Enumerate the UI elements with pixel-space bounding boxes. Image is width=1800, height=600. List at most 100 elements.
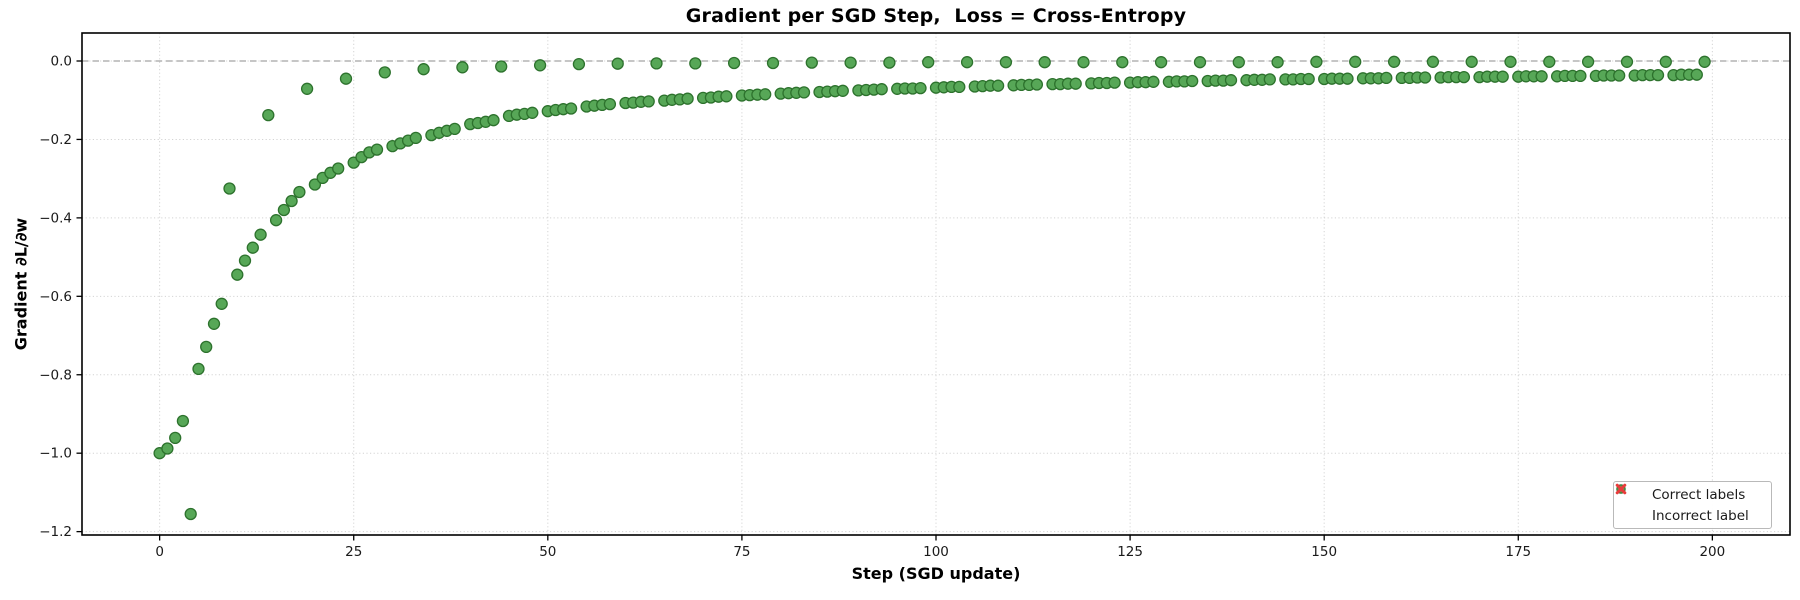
data-point-correct	[231, 268, 244, 281]
data-point-correct	[246, 241, 259, 254]
data-point-correct	[254, 228, 267, 241]
data-point-correct	[184, 507, 197, 521]
data-point-correct	[883, 56, 896, 69]
data-point-correct	[999, 56, 1013, 69]
data-point-correct	[1426, 55, 1440, 68]
legend-item-correct-labels: Correct labels	[1616, 484, 1763, 505]
legend: Correct labels Incorrect label	[1613, 481, 1772, 529]
chart-title: Gradient per SGD Step, Loss = Cross-Entr…	[685, 5, 1187, 27]
data-point-correct	[533, 59, 547, 72]
legend-item-incorrect-label: Incorrect label	[1615, 483, 1763, 526]
data-point-correct	[681, 92, 694, 105]
x-tick-label: 100	[923, 544, 949, 560]
data-point-correct	[1030, 78, 1044, 91]
data-point-correct	[1038, 56, 1051, 69]
data-point-correct	[914, 81, 927, 95]
data-point-correct	[456, 61, 469, 74]
data-point-correct	[1543, 55, 1556, 68]
data-point-correct	[1310, 55, 1323, 68]
data-point-correct	[1147, 75, 1160, 88]
data-point-correct	[1341, 72, 1354, 85]
data-point-correct	[262, 108, 275, 122]
data-point-correct	[727, 56, 741, 70]
data-point-correct	[200, 340, 213, 354]
data-point-correct	[1224, 74, 1238, 87]
data-point-correct	[1069, 77, 1082, 90]
data-point-correct	[1380, 71, 1393, 85]
data-point-correct	[269, 214, 283, 227]
data-point-correct	[720, 90, 733, 103]
x-tick-label: 125	[1117, 544, 1143, 560]
data-point-correct	[1651, 68, 1665, 82]
legend-x-glyph	[1615, 483, 1627, 495]
data-point-correct	[526, 106, 539, 119]
data-point-correct	[308, 178, 322, 191]
data-point-correct	[1418, 71, 1432, 84]
data-point-correct	[759, 88, 772, 101]
data-point-correct	[161, 442, 174, 455]
x-axis-label: Step (SGD update)	[851, 564, 1021, 583]
x-tick-label: 0	[155, 544, 164, 560]
data-point-correct	[805, 56, 818, 69]
data-point-correct	[285, 194, 298, 208]
data-point-correct	[844, 56, 857, 69]
data-point-correct	[293, 185, 306, 199]
y-tick-label: −0.2	[39, 132, 72, 148]
x-tick-label: 200	[1699, 544, 1725, 560]
y-axis-label: Gradient ∂L/∂w	[11, 217, 31, 351]
data-point-correct	[223, 182, 236, 195]
legend-label: Correct labels	[1652, 486, 1746, 503]
x-tick-label: 175	[1505, 544, 1531, 560]
data-point-correct	[953, 80, 966, 94]
legend-label: Incorrect label	[1652, 507, 1749, 524]
data-point-correct	[370, 143, 384, 156]
data-point-correct	[300, 82, 314, 95]
data-point-correct	[495, 60, 508, 73]
data-point-correct	[1263, 73, 1276, 86]
data-point-correct	[1186, 74, 1199, 88]
data-point-correct	[1698, 55, 1711, 68]
data-point-correct	[169, 431, 182, 445]
data-point-correct	[1504, 55, 1517, 68]
data-point-correct	[611, 57, 624, 70]
data-point-correct	[766, 56, 780, 70]
x-tick-label: 75	[733, 544, 750, 560]
data-point-correct	[1108, 76, 1121, 89]
data-point-correct	[339, 72, 353, 85]
x-tick-label: 25	[345, 544, 362, 560]
data-point-correct	[1620, 55, 1634, 68]
data-point-correct	[1581, 55, 1595, 68]
data-point-correct	[409, 131, 422, 145]
data-point-correct	[1574, 69, 1587, 83]
data-point-correct	[836, 84, 849, 97]
data-point-correct	[642, 95, 655, 108]
data-point-correct	[1496, 70, 1509, 83]
data-point-correct	[572, 57, 586, 71]
data-point-correct	[448, 122, 461, 136]
data-point-correct	[1349, 55, 1362, 68]
data-point-correct	[922, 56, 935, 69]
y-tick-label: −1.0	[39, 446, 72, 462]
data-point-correct	[1387, 55, 1401, 68]
x-tick-label: 150	[1311, 544, 1337, 560]
y-tick-label: −0.8	[39, 367, 72, 383]
data-point-correct	[650, 57, 663, 70]
data-point-correct	[1271, 56, 1284, 69]
data-point-correct	[176, 414, 190, 428]
data-point-correct	[603, 97, 617, 111]
data-point-correct	[378, 66, 391, 79]
data-point-correct	[1302, 72, 1315, 86]
data-point-correct	[991, 79, 1005, 92]
data-point-correct	[192, 362, 205, 376]
data-point-correct	[960, 56, 974, 69]
data-point-correct	[1154, 56, 1168, 69]
data-point-correct	[277, 203, 291, 217]
data-point-correct	[1465, 55, 1478, 68]
data-point-correct	[238, 254, 252, 267]
data-point-correct	[1457, 70, 1471, 84]
data-point-correct	[207, 317, 221, 330]
data-point-correct	[564, 102, 578, 115]
data-point-correct	[215, 297, 228, 310]
